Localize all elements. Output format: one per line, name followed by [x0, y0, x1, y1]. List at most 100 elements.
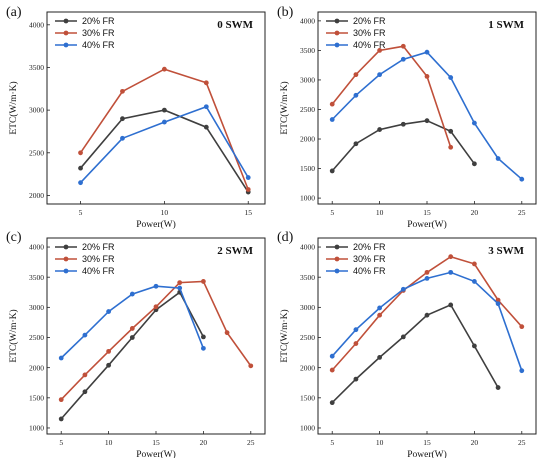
y-tick-label: 1000 [300, 194, 315, 203]
panel-label: (d) [277, 230, 294, 245]
legend-label-s20: 20% FR [353, 242, 386, 252]
legend-marker-s40 [63, 268, 69, 274]
legend-label-s20: 20% FR [82, 16, 115, 26]
y-tick-label: 4000 [300, 16, 315, 25]
panel-title: 0 SWM [217, 19, 253, 31]
x-tick-label: 25 [247, 438, 255, 447]
data-point-s20 [377, 355, 383, 360]
data-point-s20 [495, 385, 501, 390]
y-tick-label: 2000 [300, 135, 315, 144]
plot-frame [46, 11, 266, 205]
x-tick-label: 5 [330, 438, 334, 447]
y-axis-title: ETC(W/m·K) [8, 309, 19, 362]
legend-label-s40: 40% FR [82, 266, 115, 276]
legend-marker-s30 [334, 30, 340, 36]
data-point-s40 [353, 327, 359, 333]
data-point-s40 [519, 368, 525, 374]
series-line-s20 [60, 291, 205, 420]
panel-title: 2 SWM [217, 245, 253, 257]
data-point-s40 [106, 309, 112, 314]
y-tick-label: 3500 [29, 63, 44, 72]
data-point-s40 [377, 305, 383, 311]
x-tick-label: 20 [471, 208, 479, 217]
data-point-s20 [78, 165, 83, 171]
y-tick-label: 2000 [29, 363, 44, 372]
plot-frame [46, 237, 266, 435]
x-axis-title: Power(W) [136, 449, 176, 458]
data-point-s30 [161, 66, 167, 72]
x-tick-label: 5 [330, 208, 334, 217]
x-tick-label: 25 [518, 438, 526, 447]
legend-label-s40: 40% FR [82, 40, 115, 50]
data-point-s40 [519, 176, 525, 182]
series-line-s20 [331, 119, 476, 172]
data-point-s40 [58, 355, 64, 361]
x-tick-label: 25 [518, 208, 526, 217]
data-point-s40 [120, 135, 125, 141]
data-point-s40 [329, 117, 335, 122]
legend-label-s30: 30% FR [82, 254, 115, 264]
data-point-s30 [120, 88, 125, 94]
panel-title: 3 SWM [488, 245, 524, 257]
series-line-s40 [331, 271, 523, 371]
panel-label: (c) [6, 230, 22, 245]
data-point-s20 [129, 335, 135, 340]
legend-label-s30: 30% FR [82, 28, 115, 38]
chart-panel-1: 2000 2500 3000 3500 4000 5 10 15 Power(W) ETC(W/m… [6, 5, 266, 230]
y-tick-label: 2000 [300, 363, 315, 372]
series-line-s30 [79, 68, 249, 190]
data-point-s20 [471, 161, 477, 167]
data-point-s40 [329, 353, 335, 359]
data-point-s30 [353, 72, 359, 78]
legend-marker-s20 [334, 244, 340, 250]
data-point-s30 [448, 254, 454, 260]
data-point-s40 [400, 286, 406, 292]
legend: 20% FR 30% FR 40% FR [326, 242, 386, 276]
y-tick-label: 2500 [29, 333, 44, 342]
panel-label: (b) [277, 5, 294, 20]
data-point-s20 [203, 124, 209, 130]
data-point-s30 [248, 363, 254, 369]
x-tick-label: 10 [376, 208, 384, 217]
panel-title: 1 SWM [488, 19, 524, 31]
y-tick-label: 4000 [29, 243, 44, 252]
x-tick-label: 15 [152, 438, 160, 447]
y-tick-label: 3500 [300, 46, 315, 55]
y-axis-title: ETC(W/m·K) [279, 81, 290, 134]
x-tick-label: 10 [161, 208, 169, 217]
data-point-s20 [353, 141, 359, 147]
data-point-s20 [161, 107, 167, 113]
data-point-s30 [82, 372, 88, 378]
series-line-s40 [331, 51, 523, 180]
y-tick-label: 1500 [300, 164, 315, 173]
panel-label: (a) [6, 5, 22, 20]
data-point-s30 [153, 304, 159, 310]
y-tick-label: 4000 [300, 243, 315, 252]
x-tick-label: 5 [79, 208, 83, 217]
chart-panel-4: 1000 1500 2000 2500 3000 3500 4000 5 10 15 20 25 Pow… [277, 230, 537, 458]
y-tick-label: 2500 [300, 105, 315, 114]
legend-marker-s40 [63, 42, 69, 48]
data-point-s40 [448, 75, 454, 80]
y-tick-label: 3000 [29, 106, 44, 115]
data-point-s30 [106, 348, 112, 354]
data-point-s40 [377, 72, 383, 78]
data-point-s30 [129, 326, 135, 331]
data-point-s30 [471, 261, 477, 267]
chart-panel-3: 1000 1500 2000 2500 3000 3500 4000 5 10 15 20 25 Pow… [6, 230, 266, 458]
data-point-s30 [203, 80, 209, 86]
data-point-s40 [161, 119, 167, 125]
legend-label-s30: 30% FR [353, 28, 386, 38]
data-point-s30 [519, 324, 525, 330]
series-line-s20 [331, 303, 499, 404]
data-point-s40 [82, 332, 88, 338]
data-point-s40 [471, 279, 477, 284]
data-point-s30 [495, 297, 501, 303]
legend: 20% FR 30% FR 40% FR [55, 16, 115, 50]
legend: 20% FR 30% FR 40% FR [326, 16, 386, 50]
y-tick-label: 1000 [300, 424, 315, 433]
data-point-s20 [353, 376, 359, 382]
plot-frame [317, 11, 537, 205]
legend-marker-s40 [334, 268, 340, 274]
